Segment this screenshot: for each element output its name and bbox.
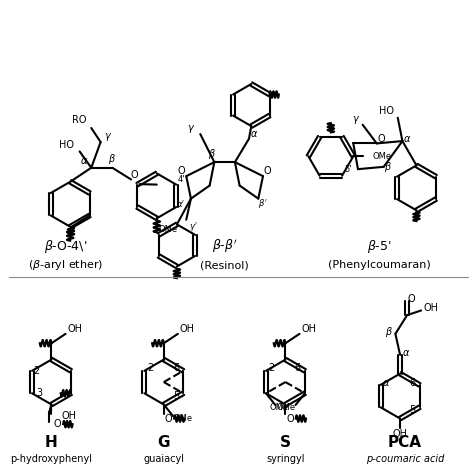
Text: $\beta'$: $\beta'$ (258, 197, 268, 210)
Text: H: H (45, 436, 58, 450)
Text: $\gamma'$: $\gamma'$ (189, 220, 198, 233)
Text: 2: 2 (268, 364, 275, 374)
Text: $\gamma$: $\gamma$ (187, 123, 195, 136)
Text: $\alpha$: $\alpha$ (250, 129, 259, 139)
Text: syringyl: syringyl (266, 454, 305, 464)
Text: OH: OH (424, 303, 439, 313)
Text: (Resinol): (Resinol) (200, 260, 249, 270)
Text: 5: 5 (173, 391, 179, 401)
Text: $\alpha$: $\alpha$ (80, 156, 88, 166)
Text: O: O (131, 170, 138, 180)
Text: $\beta$: $\beta$ (384, 160, 392, 174)
Text: S: S (280, 436, 291, 450)
Text: RO: RO (73, 115, 87, 125)
Text: OMe: OMe (174, 414, 193, 423)
Text: $\beta$: $\beta$ (109, 152, 116, 166)
Text: OMe: OMe (159, 226, 178, 235)
Text: p-coumaric acid: p-coumaric acid (365, 454, 444, 464)
Text: $\beta$-O-4\': $\beta$-O-4\' (44, 238, 87, 255)
Text: 3: 3 (36, 388, 42, 398)
Text: O: O (178, 166, 185, 176)
Text: OH: OH (67, 324, 82, 334)
Text: 2: 2 (34, 366, 40, 376)
Text: O: O (164, 413, 172, 424)
Text: OH: OH (180, 324, 195, 334)
Text: $\gamma$: $\gamma$ (352, 114, 360, 126)
Text: ($\beta$-aryl ether): ($\beta$-aryl ether) (28, 258, 103, 272)
Text: $\gamma$: $\gamma$ (103, 131, 112, 143)
Text: 5: 5 (410, 405, 416, 415)
Text: 6: 6 (410, 377, 416, 388)
Text: 4': 4' (177, 175, 185, 184)
Text: PCA: PCA (388, 436, 422, 450)
Text: OMe: OMe (372, 152, 391, 161)
Text: $\alpha$: $\alpha$ (382, 377, 391, 388)
Text: OH: OH (392, 429, 408, 439)
Text: $\alpha$: $\alpha$ (403, 134, 411, 144)
Text: guaiacyl: guaiacyl (143, 454, 184, 464)
Text: $\beta$: $\beta$ (385, 325, 393, 338)
Text: O: O (264, 166, 272, 176)
Text: $\alpha'$: $\alpha'$ (176, 198, 185, 209)
Text: 2: 2 (147, 364, 153, 374)
Text: $\beta$-$\beta'$: $\beta$-$\beta'$ (212, 237, 237, 255)
Text: 6: 6 (295, 364, 301, 374)
Text: $\beta$-5': $\beta$-5' (367, 238, 392, 255)
Text: p-hydroxyphenyl: p-hydroxyphenyl (10, 454, 92, 464)
Text: $\alpha$: $\alpha$ (401, 347, 410, 357)
Text: O: O (378, 134, 385, 144)
Text: O: O (286, 413, 294, 424)
Text: OH: OH (62, 411, 77, 421)
Text: OMe: OMe (270, 403, 289, 412)
Text: (Phenylcoumaran): (Phenylcoumaran) (328, 260, 430, 270)
Text: O: O (54, 419, 62, 429)
Text: G: G (157, 436, 170, 450)
Text: 5': 5' (345, 164, 352, 173)
Text: HO: HO (59, 140, 74, 150)
Text: O: O (408, 294, 416, 304)
Text: OMe: OMe (276, 403, 295, 412)
Text: 6: 6 (173, 364, 179, 374)
Text: $\beta$: $\beta$ (208, 147, 216, 161)
Text: OH: OH (301, 324, 316, 334)
Text: HO: HO (379, 106, 393, 116)
